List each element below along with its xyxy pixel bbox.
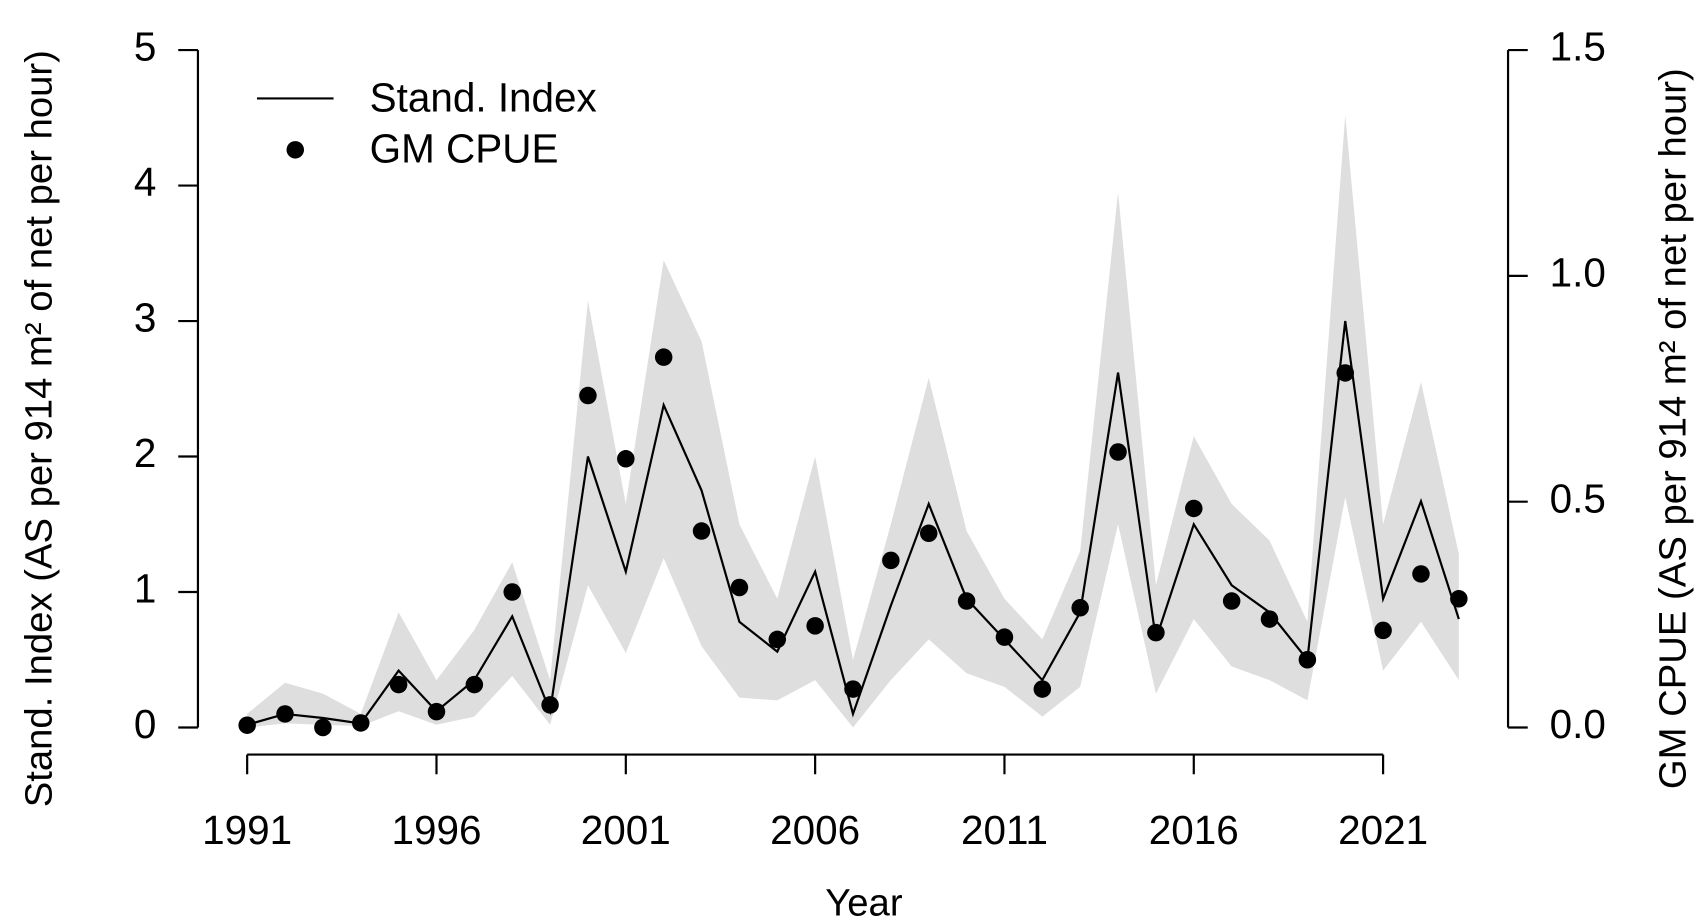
data-point xyxy=(882,551,900,570)
y-tick-label: 1 xyxy=(134,566,157,612)
y2-tick-label: 0.5 xyxy=(1550,475,1606,521)
data-point xyxy=(1033,680,1052,698)
x-tick-label: 1996 xyxy=(391,807,481,853)
data-point xyxy=(1071,599,1089,617)
data-point xyxy=(541,696,559,714)
data-point xyxy=(995,628,1014,646)
y-tick-label: 3 xyxy=(134,295,157,341)
legend-marker xyxy=(286,141,305,159)
data-point xyxy=(654,348,673,366)
data-point xyxy=(389,675,408,694)
data-point xyxy=(1185,499,1203,518)
y-tick-label: 2 xyxy=(134,430,157,476)
data-point xyxy=(768,630,787,649)
x-tick-label: 1991 xyxy=(202,807,292,853)
y-tick-label: 0 xyxy=(134,701,157,747)
data-point xyxy=(238,716,256,734)
legend-label: Stand. Index xyxy=(370,74,597,120)
x-tick-label: 2001 xyxy=(581,807,671,853)
data-point xyxy=(465,675,484,694)
data-point xyxy=(1374,621,1392,640)
series-line xyxy=(246,320,1460,726)
y2-tick-label: 1.0 xyxy=(1550,250,1606,296)
data-point xyxy=(806,617,824,635)
data-point xyxy=(617,450,635,468)
x-tick-label: 2016 xyxy=(1149,807,1239,853)
y2-tick-label: 1.5 xyxy=(1550,24,1606,70)
confidence-band xyxy=(247,115,1459,728)
y-axis-label: Stand. Index (AS per 914 m² of net per h… xyxy=(18,50,61,807)
data-point xyxy=(1336,364,1354,382)
y2-axis-label: GM CPUE (AS per 914 m² of net per hour) xyxy=(1651,68,1694,789)
data-point xyxy=(276,705,294,723)
data-point xyxy=(1450,590,1468,608)
data-point xyxy=(957,592,976,610)
data-point xyxy=(1412,565,1430,583)
data-point xyxy=(1147,623,1165,642)
data-point xyxy=(844,680,862,698)
data-point xyxy=(1109,443,1127,461)
y2-tick-label: 0.0 xyxy=(1550,701,1606,747)
data-point xyxy=(919,524,938,543)
y-tick-label: 5 xyxy=(134,24,157,70)
data-point xyxy=(1260,610,1279,628)
x-tick-label: 2021 xyxy=(1338,807,1428,853)
data-point xyxy=(1222,592,1241,610)
data-point xyxy=(314,718,332,737)
data-point xyxy=(730,578,749,597)
data-point xyxy=(579,386,597,405)
data-point xyxy=(503,583,521,601)
x-tick-label: 2006 xyxy=(770,807,860,853)
legend-label: GM CPUE xyxy=(370,126,559,172)
data-point xyxy=(427,702,446,721)
data-point xyxy=(352,714,370,732)
y-tick-label: 4 xyxy=(134,159,157,205)
data-point xyxy=(1298,650,1317,669)
data-point xyxy=(692,522,711,540)
x-axis-label: Year xyxy=(825,882,903,923)
x-tick-label: 2011 xyxy=(961,807,1048,853)
